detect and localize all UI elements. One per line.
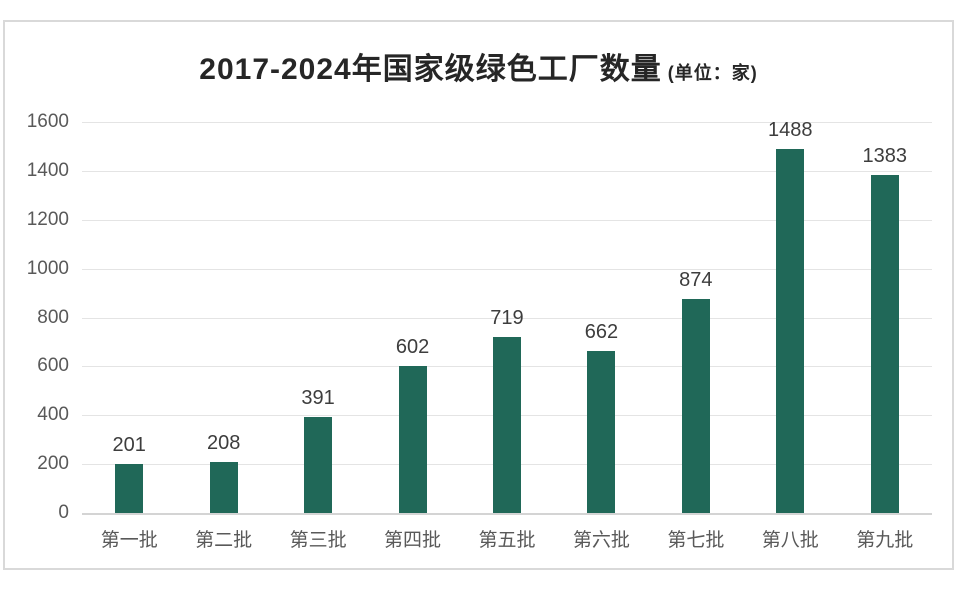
chart-title: 2017-2024年国家级绿色工厂数量 (单位：家) [5,44,952,88]
y-tick-label: 1600 [26,111,69,132]
bar [209,462,238,513]
gridline [82,219,932,221]
bar-column: 1383 [838,122,932,513]
x-axis-labels: 第一批 第二批 第三批 第四批 第五批 第六批 第七批 第八批 第九批 [82,525,932,552]
bar-columns: 201 208 391 602 719 662 874 1488 1383 [82,119,932,513]
bar [398,365,427,513]
gridline [82,317,932,319]
x-tick-label: 第三批 [289,530,347,551]
bar [681,299,710,513]
x-tick-label: 第六批 [572,530,630,551]
x-tick-label: 第五批 [478,530,536,551]
chart-title-unit: (单位：家) [667,63,758,83]
chart-title-text: 2017-2024年国家级绿色工厂数量 [199,53,662,86]
bar [492,337,521,513]
bar-column: 391 [271,122,365,513]
bar-value-label: 719 [490,307,524,330]
bar [776,149,805,513]
bar-value-label: 602 [395,335,430,358]
chart-card: 2017-2024年国家级绿色工厂数量 (单位：家) 0 200 400 600 800 1… [3,20,954,570]
bar-column: 662 [554,122,648,513]
plot-area: 201 208 391 602 719 662 874 1488 1383 [82,119,932,515]
bar [870,175,899,513]
bar [115,463,144,513]
y-tick-label: 200 [37,453,69,475]
bar-column: 201 [82,122,176,513]
y-tick-label: 1400 [26,159,69,181]
x-tick-label: 第九批 [856,530,914,551]
gridline [82,268,932,270]
x-axis-line [82,513,932,515]
bar-column: 719 [460,122,554,513]
y-tick-label: 0 [58,502,69,523]
gridline [82,170,932,172]
y-axis-labels: 0 200 400 600 800 1000 1200 1400 1600 [5,111,75,523]
y-tick-label: 800 [37,306,69,328]
x-tick-label: 第二批 [195,530,253,551]
bar-column: 208 [176,122,270,513]
bar-value-label: 1488 [768,119,813,142]
bar-column: 1488 [743,119,837,513]
x-tick-label: 第八批 [761,530,819,551]
bar-column: 602 [365,122,459,513]
x-tick-label: 第七批 [667,530,725,551]
y-tick-label: 600 [37,355,69,377]
bar-column: 874 [649,122,743,513]
x-tick-label: 第一批 [100,530,158,551]
bar [304,417,333,513]
bar-value-label: 662 [584,321,619,344]
y-tick-label: 400 [37,404,69,426]
bar-value-label: 208 [206,432,241,455]
bar-value-label: 1383 [862,145,907,168]
y-tick-label: 1000 [26,257,69,279]
bar [587,351,616,513]
x-tick-label: 第四批 [384,530,442,551]
gridline [82,122,932,123]
y-tick-label: 1200 [26,208,69,230]
bar-value-label: 874 [679,269,713,292]
bar-value-label: 391 [301,387,335,410]
bar-value-label: 201 [112,433,146,456]
